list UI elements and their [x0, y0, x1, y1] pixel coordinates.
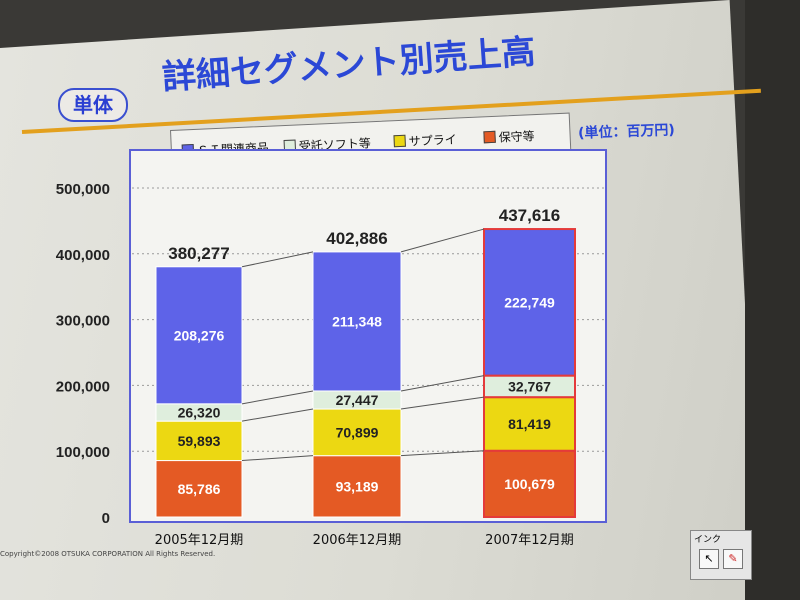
data-label: 32,767: [508, 378, 551, 394]
connector-line: [241, 455, 314, 462]
bar-segment: [312, 455, 402, 518]
y-tick-label: 0: [102, 510, 110, 527]
data-label: 100,679: [504, 476, 555, 492]
total-label: 402,886: [326, 229, 387, 248]
bar-segment: [483, 396, 576, 452]
bar-segment: [483, 449, 576, 518]
total-label: 380,277: [168, 244, 229, 263]
connector-line: [400, 450, 485, 457]
data-label: 85,786: [178, 481, 221, 497]
copyright-text: Copyright©2008 OTSUKA CORPORATION All Ri…: [0, 550, 216, 558]
connector-line: [241, 408, 314, 422]
x-tick-label: 2006年12月期: [313, 533, 402, 548]
data-label: 27,447: [336, 392, 379, 408]
y-tick-label: 500,000: [56, 181, 110, 198]
data-label: 59,893: [178, 433, 221, 449]
data-label: 93,189: [336, 478, 379, 494]
data-label: 81,419: [508, 416, 551, 432]
bar-segment: [155, 460, 243, 518]
bar-segment: [312, 408, 402, 457]
data-label: 26,320: [178, 404, 221, 420]
connector-line: [400, 228, 485, 253]
bar-segment: [155, 266, 243, 405]
bar-segment: [155, 420, 243, 462]
ink-toolbar: インク ↖ ✎: [690, 530, 752, 580]
y-tick-label: 100,000: [56, 444, 110, 461]
y-tick-label: 300,000: [56, 313, 110, 330]
total-label: 437,616: [499, 206, 560, 225]
x-tick-label: 2005年12月期: [155, 533, 244, 548]
y-tick-label: 200,000: [56, 378, 110, 395]
connector-line: [400, 375, 485, 392]
connector-line: [241, 251, 314, 268]
connector-line: [400, 396, 485, 410]
projector-screen-edge: [745, 0, 800, 600]
ink-toolbar-label: インク: [694, 535, 722, 545]
connector-line: [241, 390, 314, 405]
data-label: 222,749: [504, 294, 555, 310]
data-label: 208,276: [174, 327, 225, 343]
pen-icon[interactable]: ✎: [723, 549, 743, 569]
x-tick-label: 2007年12月期: [485, 533, 574, 548]
pointer-arrow-icon[interactable]: ↖: [699, 549, 719, 569]
y-tick-label: 400,000: [56, 247, 110, 264]
bar-segment: [483, 228, 576, 377]
bar-segment: [312, 251, 402, 392]
data-label: 211,348: [332, 313, 382, 329]
scope-badge: 単体: [58, 88, 128, 122]
data-label: 70,899: [336, 424, 379, 440]
